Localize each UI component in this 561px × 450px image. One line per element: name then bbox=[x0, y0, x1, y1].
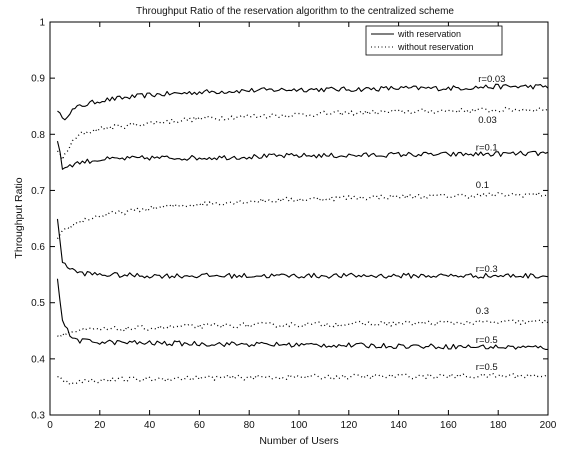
series-annotation: r=0.3 bbox=[476, 264, 498, 275]
y-tick-label: 0.5 bbox=[31, 298, 45, 309]
y-axis-label: Throughput Ratio bbox=[13, 177, 25, 258]
x-tick-label: 20 bbox=[94, 420, 106, 431]
y-tick-label: 0.7 bbox=[31, 186, 45, 197]
y-tick-label: 0.9 bbox=[31, 74, 45, 85]
chart-title: Throughput Ratio of the reservation algo… bbox=[136, 6, 454, 17]
series-line-3 bbox=[56, 191, 549, 240]
series-line-6 bbox=[56, 278, 549, 351]
series-layer bbox=[56, 83, 549, 386]
series-line-7 bbox=[57, 372, 549, 386]
x-tick-label: 60 bbox=[194, 420, 206, 431]
y-tick-label: 0.8 bbox=[31, 130, 45, 141]
series-annotation: 0.03 bbox=[478, 115, 497, 126]
y-tick-label: 1 bbox=[39, 18, 45, 29]
legend-label-without-reservation: without reservation bbox=[397, 42, 474, 52]
x-tick-label: 0 bbox=[47, 420, 53, 431]
plot-area bbox=[49, 21, 549, 416]
series-annotation: 0.3 bbox=[476, 306, 489, 317]
series-annotation: r=0.03 bbox=[478, 74, 505, 85]
x-axis-label: Number of Users bbox=[259, 435, 338, 447]
series-line-0 bbox=[57, 83, 549, 121]
x-tick-label: 140 bbox=[390, 420, 407, 431]
series-line-2 bbox=[56, 140, 549, 170]
series-line-4 bbox=[56, 218, 549, 279]
y-tick-label: 0.6 bbox=[31, 242, 45, 253]
x-tick-label: 40 bbox=[144, 420, 156, 431]
y-tick-label: 0.4 bbox=[31, 354, 45, 365]
x-tick-label: 80 bbox=[244, 420, 256, 431]
legend-box bbox=[365, 25, 503, 56]
series-line-1 bbox=[57, 106, 549, 161]
y-tick-label: 0.3 bbox=[31, 411, 45, 422]
x-tick-label: 200 bbox=[540, 420, 557, 431]
x-tick-label: 120 bbox=[340, 420, 357, 431]
legend: with reservation without reservation bbox=[365, 25, 503, 56]
x-tick-label: 100 bbox=[291, 420, 308, 431]
series-annotation: 0.1 bbox=[476, 180, 489, 191]
series-annotation: r=0.5 bbox=[476, 335, 498, 346]
x-tick-label: 160 bbox=[440, 420, 457, 431]
series-annotation: r=0.1 bbox=[476, 143, 498, 154]
annotation-layer: r=0.03 0.03 r=0.1 0.1 r=0.3 0.3 r=0.5 r=0.5 bbox=[476, 74, 506, 373]
series-annotation: r=0.5 bbox=[476, 362, 498, 373]
x-tick-label: 180 bbox=[490, 420, 507, 431]
legend-label-with-reservation: with reservation bbox=[397, 29, 461, 39]
